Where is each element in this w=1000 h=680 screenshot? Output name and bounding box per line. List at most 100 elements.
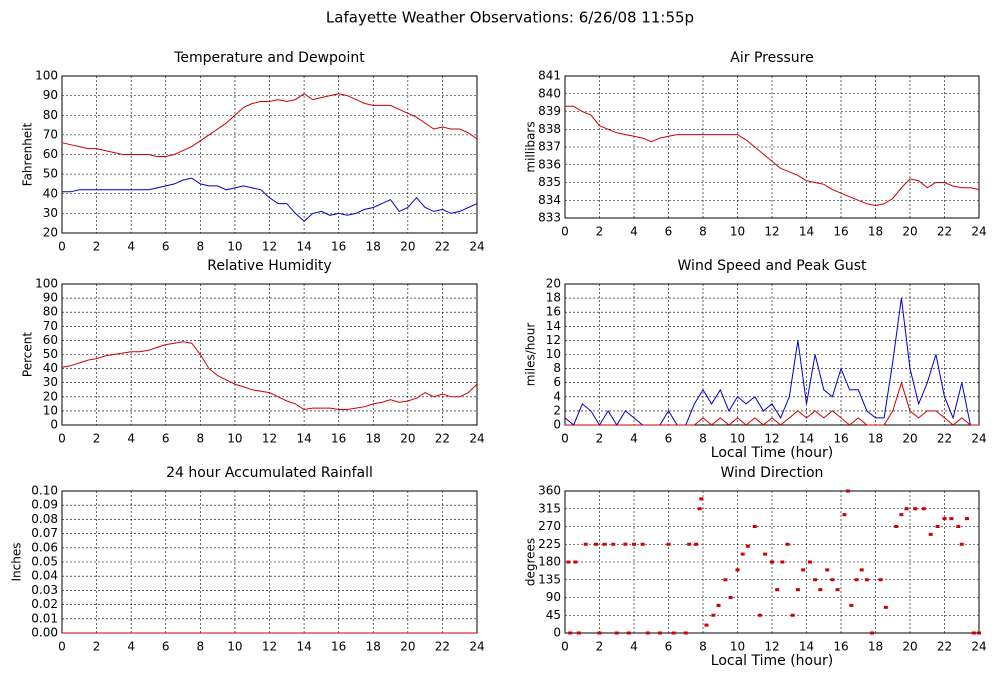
x-tick-label: 0 (561, 225, 569, 239)
x-tick-label: 20 (400, 432, 415, 446)
x-tick-label: 0 (561, 432, 569, 446)
x-tick-label: 8 (197, 432, 205, 446)
y-tick-label: 836 (538, 157, 561, 171)
wind-point (568, 631, 573, 635)
x-tick-label: 12 (262, 432, 277, 446)
x-tick-label: 18 (366, 432, 381, 446)
wind-point (687, 542, 692, 546)
y-tick-label: 0 (553, 626, 561, 640)
x-tick-label: 10 (227, 432, 242, 446)
y-tick-label: 60 (43, 333, 58, 347)
y-tick-label: 20 (43, 226, 58, 240)
plot-frame (564, 490, 980, 634)
x-tick-label: 8 (197, 640, 205, 654)
wind-point (632, 542, 636, 546)
x-tick-label: 14 (296, 432, 311, 446)
y-tick-label: 40 (43, 186, 58, 200)
x-tick-label: 20 (902, 640, 917, 654)
wind-point (830, 578, 835, 582)
x-tick-label: 4 (630, 225, 638, 239)
y-tick-label: 40 (43, 361, 58, 375)
x-tick-label: 16 (331, 432, 346, 446)
y-tick-label: 12 (546, 333, 561, 347)
wind-point (611, 542, 616, 546)
y-tick-label: 833 (538, 211, 561, 225)
x-tick-label: 6 (162, 640, 170, 654)
y-tick-label: 14 (546, 319, 561, 333)
x-tick-label: 12 (262, 240, 277, 254)
series-line (564, 298, 979, 426)
x-tick-label: 0 (58, 240, 66, 254)
series-line (61, 93, 478, 157)
x-tick-label: 20 (400, 240, 415, 254)
y-tick-label: 30 (43, 375, 58, 389)
series-line (565, 105, 980, 207)
y-tick-label: 135 (538, 572, 561, 586)
x-tick-label: 2 (596, 432, 604, 446)
x-tick-label: 4 (630, 432, 638, 446)
wind-point (576, 631, 581, 635)
series-line (62, 177, 478, 222)
x-tick-label: 20 (400, 640, 415, 654)
plot-frame (61, 283, 478, 426)
chart-title: 24 hour Accumulated Rainfall (166, 465, 373, 481)
x-tick-label: 4 (127, 432, 135, 446)
wind-point (752, 525, 757, 528)
x-tick-label: 6 (665, 225, 673, 239)
wind-point (602, 542, 607, 546)
chart-title: Wind Speed and Peak Gust (678, 258, 867, 274)
wind-point (775, 588, 780, 592)
x-tick-label: 8 (197, 240, 205, 254)
wind-point (573, 560, 578, 564)
x-tick-label: 8 (699, 432, 707, 446)
wind-point (807, 560, 812, 564)
wind-point (770, 560, 774, 564)
wind-point (935, 525, 940, 528)
x-tick-label: 0 (58, 432, 66, 446)
x-tick-label: 16 (833, 640, 848, 654)
y-tick-label: 840 (538, 86, 561, 100)
x-tick-label: 4 (630, 640, 638, 654)
y-tick-label: 839 (538, 104, 561, 118)
wind-point (716, 603, 721, 607)
x-tick-label: 20 (902, 432, 917, 446)
wind-point (971, 631, 976, 635)
y-tick-label: 10 (546, 347, 561, 361)
y-tick-label: 50 (43, 167, 58, 181)
x-tick-label: 8 (699, 225, 707, 239)
wind-point (735, 568, 740, 572)
x-tick-label: 14 (296, 640, 311, 654)
wind-point (956, 525, 961, 528)
x-tick-label: 16 (331, 640, 346, 654)
wind-point (566, 560, 571, 564)
x-tick-label: 24 (971, 640, 986, 654)
x-tick-label: 10 (730, 432, 745, 446)
x-tick-label: 18 (868, 225, 883, 239)
y-tick-label: 270 (538, 519, 561, 533)
chart-title: Air Pressure (730, 50, 813, 66)
x-tick-label: 0 (561, 640, 569, 654)
y-tick-label: 225 (538, 537, 561, 551)
y-tick-label: 20 (546, 277, 561, 291)
y-tick-label: 0.09 (31, 498, 58, 512)
y-tick-label: 0.02 (31, 597, 58, 611)
wind-point (913, 507, 918, 511)
x-tick-label: 24 (971, 432, 986, 446)
wind-point (801, 568, 806, 572)
y-tick-label: 0.04 (31, 569, 58, 583)
y-tick-label: 80 (43, 305, 58, 319)
x-tick-label: 4 (127, 640, 135, 654)
y-tick-label: 8 (553, 361, 561, 375)
y-tick-label: 838 (538, 122, 561, 136)
y-axis-label: miles/hour (524, 323, 538, 387)
wind-point (583, 542, 588, 546)
wind-point (894, 525, 899, 528)
wind-point (697, 507, 702, 511)
y-tick-label: 6 (553, 375, 561, 389)
wind-point (842, 513, 847, 517)
wind-point (899, 513, 904, 517)
y-tick-label: 90 (43, 88, 58, 102)
wind-point (845, 489, 850, 493)
y-tick-label: 837 (538, 140, 561, 154)
